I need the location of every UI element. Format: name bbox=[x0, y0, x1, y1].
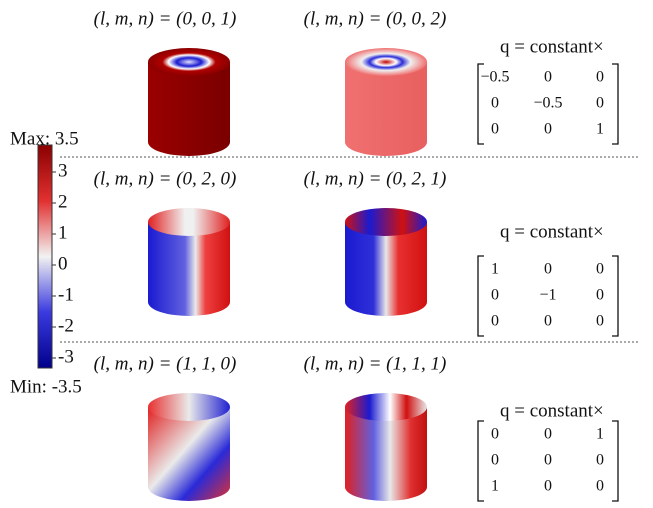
matrix-cell: 0 bbox=[491, 121, 499, 138]
bracket-left bbox=[478, 256, 484, 336]
colorbar bbox=[38, 145, 52, 368]
cylinder-top bbox=[345, 393, 427, 421]
matrix-cell: 0 bbox=[544, 452, 552, 469]
cylinder-top bbox=[148, 393, 230, 421]
matrix-cell: 1 bbox=[596, 121, 604, 138]
matrix-cell: 1 bbox=[596, 426, 604, 443]
panel-label: (l, m, n) = (0, 0, 2) bbox=[304, 8, 447, 29]
matrix-cell: 0 bbox=[596, 452, 604, 469]
matrix-cell: 0 bbox=[544, 478, 552, 495]
figure: Max: 3.5 Min: -3.5 3 2 1 0 -1 -2 -3 (l, m, n) =… bbox=[0, 0, 653, 503]
matrix-cell: −0.5 bbox=[533, 95, 562, 112]
matrix-cell: 0 bbox=[544, 121, 552, 138]
cylinder-top bbox=[148, 48, 230, 76]
matrix-cell: 0 bbox=[491, 313, 499, 330]
matrix-cell: 0 bbox=[544, 313, 552, 330]
panel-label: (l, m, n) = (0, 2, 1) bbox=[304, 168, 447, 189]
cylinder-body bbox=[345, 62, 427, 156]
panel-label: (l, m, n) = (0, 2, 0) bbox=[94, 168, 237, 189]
colorbar-min: Min: -3.5 bbox=[10, 376, 82, 397]
matrix-cell: 0 bbox=[596, 95, 604, 112]
matrix-cell: 0 bbox=[596, 313, 604, 330]
panel-label: (l, m, n) = (1, 1, 1) bbox=[304, 353, 447, 374]
colorbar-tick: 0 bbox=[58, 253, 68, 274]
colorbar-tick: -3 bbox=[58, 346, 74, 367]
matrix-cell: 0 bbox=[544, 426, 552, 443]
cylinder-body bbox=[148, 407, 230, 501]
cylinder-body bbox=[345, 407, 427, 501]
matrix-cell: 0 bbox=[544, 69, 552, 86]
colorbar-tick: -2 bbox=[58, 315, 74, 336]
cylinder-top bbox=[148, 208, 230, 236]
page: {"colorbar": {"max_label": "Max: 3.5", "… bbox=[0, 0, 653, 508]
bracket-right bbox=[612, 64, 618, 144]
matrix-cell: 0 bbox=[596, 261, 604, 278]
cylinder-top bbox=[345, 208, 427, 236]
colorbar-tick: 1 bbox=[58, 222, 68, 243]
cylinder-body bbox=[148, 62, 230, 156]
matrix-cell: 0 bbox=[491, 452, 499, 469]
panel-label: (l, m, n) = (1, 1, 0) bbox=[94, 353, 237, 374]
matrix-cell: −0.5 bbox=[480, 69, 509, 86]
matrix-cell: 0 bbox=[491, 95, 499, 112]
q-label: q = constant× bbox=[500, 400, 604, 421]
matrix-cell: 0 bbox=[596, 69, 604, 86]
colorbar-tick: -1 bbox=[58, 284, 74, 305]
bracket-right bbox=[612, 256, 618, 336]
cylinder-body bbox=[345, 222, 427, 316]
q-label: q = constant× bbox=[500, 221, 604, 242]
bracket-right bbox=[612, 421, 618, 501]
colorbar-tick: 2 bbox=[58, 191, 68, 212]
matrix-cell: 1 bbox=[491, 478, 499, 495]
colorbar-max: Max: 3.5 bbox=[10, 128, 79, 149]
matrix-cell: 0 bbox=[491, 426, 499, 443]
colorbar-tick: 3 bbox=[58, 160, 68, 181]
q-label: q = constant× bbox=[500, 36, 604, 57]
matrix-cell: −1 bbox=[539, 287, 556, 304]
bracket-left bbox=[478, 421, 484, 501]
cylinder-body bbox=[148, 222, 230, 316]
matrix-cell: 1 bbox=[491, 261, 499, 278]
matrix-cell: 0 bbox=[491, 287, 499, 304]
matrix-cell: 0 bbox=[596, 478, 604, 495]
panel-label: (l, m, n) = (0, 0, 1) bbox=[94, 8, 237, 29]
matrix-cell: 0 bbox=[596, 287, 604, 304]
cylinder-top bbox=[345, 48, 427, 76]
matrix-cell: 0 bbox=[544, 261, 552, 278]
